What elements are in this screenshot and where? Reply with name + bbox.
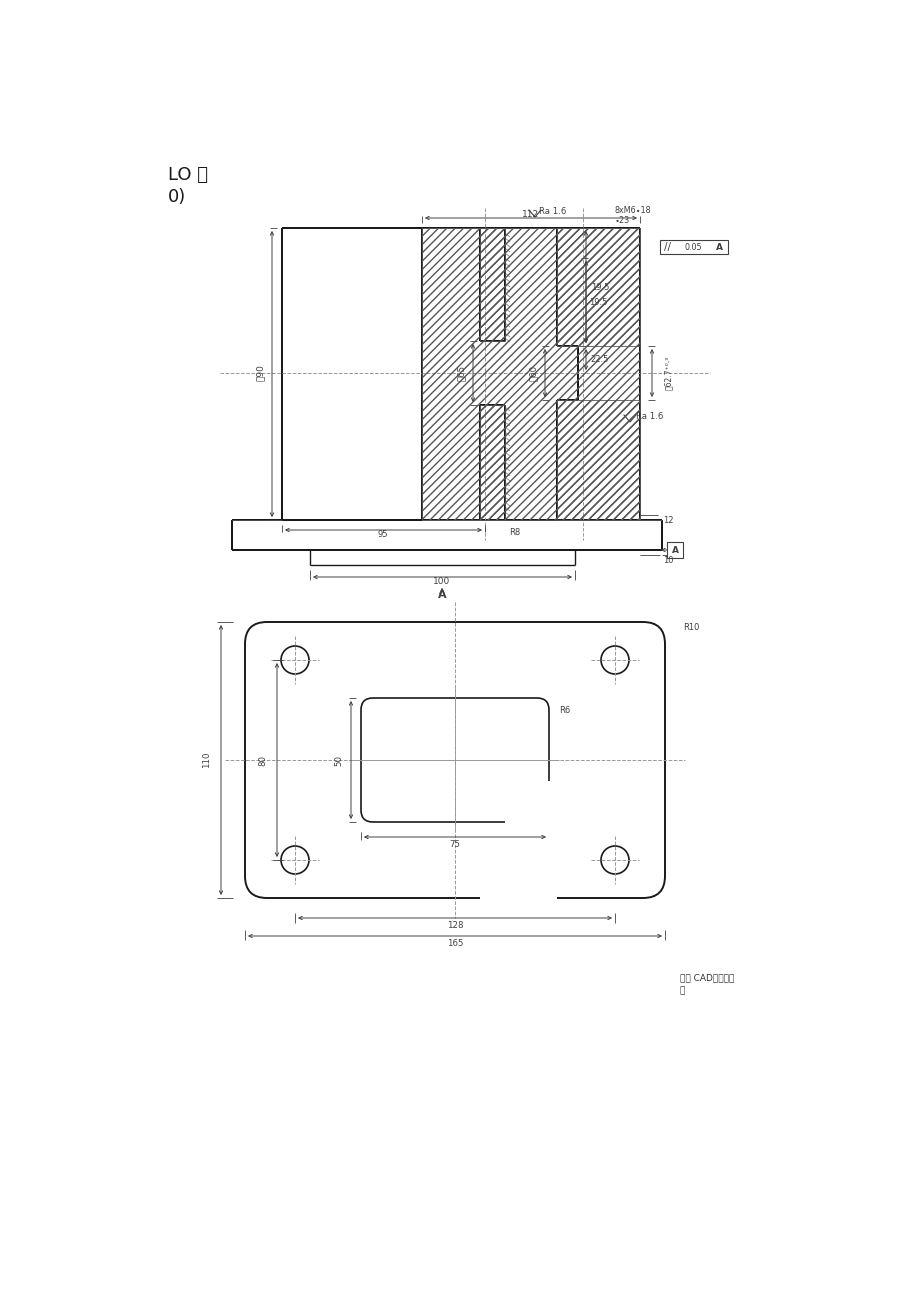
Text: 10: 10: [662, 556, 673, 565]
Bar: [666, 543, 682, 558]
Text: 95: 95: [378, 530, 388, 539]
Text: A: A: [437, 589, 446, 600]
Text: 50: 50: [335, 755, 343, 765]
Text: LO 勾: LO 勾: [168, 167, 208, 183]
Text: Ra 1.6: Ra 1.6: [539, 207, 566, 216]
Text: 112: 112: [522, 209, 539, 219]
Text: Ra 1.6: Ra 1.6: [636, 411, 663, 420]
Text: 62.7⁺⁰⋅³: 62.7⁺⁰⋅³: [663, 356, 672, 390]
Text: 75: 75: [449, 839, 460, 848]
Text: A: A: [671, 545, 678, 554]
Text: 60: 60: [528, 366, 537, 381]
Text: 中望 CAD电处设计: 中望 CAD电处设计: [679, 973, 733, 982]
Text: R10: R10: [682, 622, 698, 631]
Text: 12: 12: [662, 515, 673, 524]
Text: 0): 0): [168, 189, 186, 206]
Text: 80: 80: [258, 755, 267, 765]
Text: 19.5: 19.5: [590, 282, 608, 291]
Text: //: //: [664, 242, 671, 252]
Text: 0.05: 0.05: [684, 242, 701, 251]
Text: R6: R6: [559, 705, 570, 714]
Text: 计: 计: [679, 986, 685, 995]
Text: 65: 65: [456, 366, 465, 381]
Text: 100: 100: [433, 576, 450, 585]
Text: 8xM6∙18: 8xM6∙18: [614, 206, 651, 215]
Text: 110: 110: [202, 752, 211, 769]
Text: R8: R8: [509, 527, 520, 536]
Text: 19.5: 19.5: [588, 298, 607, 307]
Text: 165: 165: [447, 939, 463, 948]
Text: 22.5: 22.5: [590, 354, 608, 363]
Text: A: A: [715, 242, 721, 251]
FancyBboxPatch shape: [659, 239, 727, 254]
Polygon shape: [480, 781, 577, 1073]
Text: 90: 90: [255, 364, 265, 381]
Text: ∙23: ∙23: [614, 216, 630, 225]
Text: 128: 128: [447, 921, 463, 930]
